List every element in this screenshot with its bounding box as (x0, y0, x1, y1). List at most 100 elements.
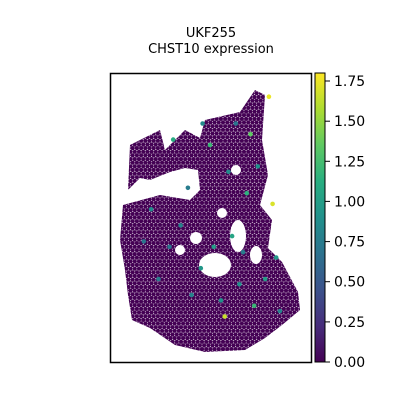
spot (174, 317, 179, 322)
spot (153, 127, 158, 132)
spot (262, 98, 268, 103)
spot (250, 157, 255, 162)
spot (130, 306, 135, 311)
spot (126, 277, 131, 282)
spot (277, 292, 282, 297)
spot (227, 102, 232, 107)
spot (176, 270, 181, 275)
spot (189, 175, 194, 180)
spot (277, 131, 282, 136)
spot (136, 303, 142, 308)
spot (145, 288, 150, 293)
spot (294, 124, 299, 129)
spot (187, 200, 192, 205)
spot (277, 314, 282, 319)
spot (195, 91, 200, 96)
spot (286, 321, 291, 326)
spot (122, 204, 127, 209)
spot (170, 149, 175, 154)
spot (214, 284, 219, 290)
spot (166, 252, 171, 257)
spot (187, 171, 192, 176)
spot (151, 328, 156, 333)
spot (237, 200, 242, 205)
spot (126, 336, 131, 341)
spot (214, 102, 219, 107)
spot (166, 105, 171, 110)
spot (296, 281, 300, 286)
spot (281, 197, 286, 202)
spot (260, 226, 265, 231)
spot (136, 325, 142, 330)
spot (241, 259, 247, 264)
spot (239, 306, 244, 311)
spot (258, 281, 263, 286)
spot (160, 219, 165, 224)
spot (202, 284, 207, 290)
spot (195, 164, 200, 169)
spot (225, 215, 230, 220)
tissue-gap (250, 246, 262, 264)
spot (145, 325, 150, 330)
spot (277, 90, 282, 92)
spot (265, 343, 270, 348)
spot (269, 160, 274, 165)
spot (273, 153, 278, 158)
spot (250, 149, 255, 154)
spot (294, 292, 299, 297)
spot (294, 211, 299, 216)
spot (166, 91, 171, 96)
spot (260, 182, 265, 187)
spot (183, 310, 188, 315)
spot (166, 230, 171, 235)
spot (183, 230, 188, 235)
spot (122, 189, 127, 195)
spot (267, 222, 272, 227)
spot (130, 197, 135, 202)
spot (210, 277, 215, 282)
spot (260, 321, 265, 326)
spot (151, 350, 156, 352)
spot (250, 222, 255, 227)
spot (185, 233, 190, 238)
spot (157, 164, 163, 169)
spot (277, 102, 282, 107)
spot (202, 167, 207, 173)
spot (136, 105, 142, 110)
spot (216, 157, 221, 162)
spot (214, 233, 219, 238)
spot (206, 343, 211, 348)
spot (273, 189, 278, 195)
spot (126, 94, 131, 100)
spot (120, 116, 123, 122)
spot (164, 131, 169, 136)
spot (288, 332, 293, 337)
spot (218, 336, 223, 341)
spot (128, 281, 133, 286)
spot (160, 189, 165, 195)
spot (172, 160, 177, 165)
spot (193, 314, 198, 319)
spot (172, 211, 177, 216)
spot (139, 109, 144, 114)
spot (252, 328, 257, 333)
spot (141, 178, 146, 184)
spot (231, 197, 236, 202)
spot (231, 306, 236, 311)
spot (288, 230, 293, 235)
spot (143, 102, 148, 107)
spot (130, 233, 135, 238)
spot (269, 241, 274, 246)
spot (288, 105, 293, 110)
spot (206, 102, 211, 107)
spot (147, 284, 152, 290)
spot (233, 281, 238, 286)
spot (250, 178, 255, 184)
spot (298, 211, 300, 216)
spot (162, 149, 167, 154)
spot (139, 219, 144, 224)
spot (139, 314, 144, 319)
spot (172, 124, 177, 129)
spot (143, 226, 148, 231)
spot (120, 339, 125, 344)
